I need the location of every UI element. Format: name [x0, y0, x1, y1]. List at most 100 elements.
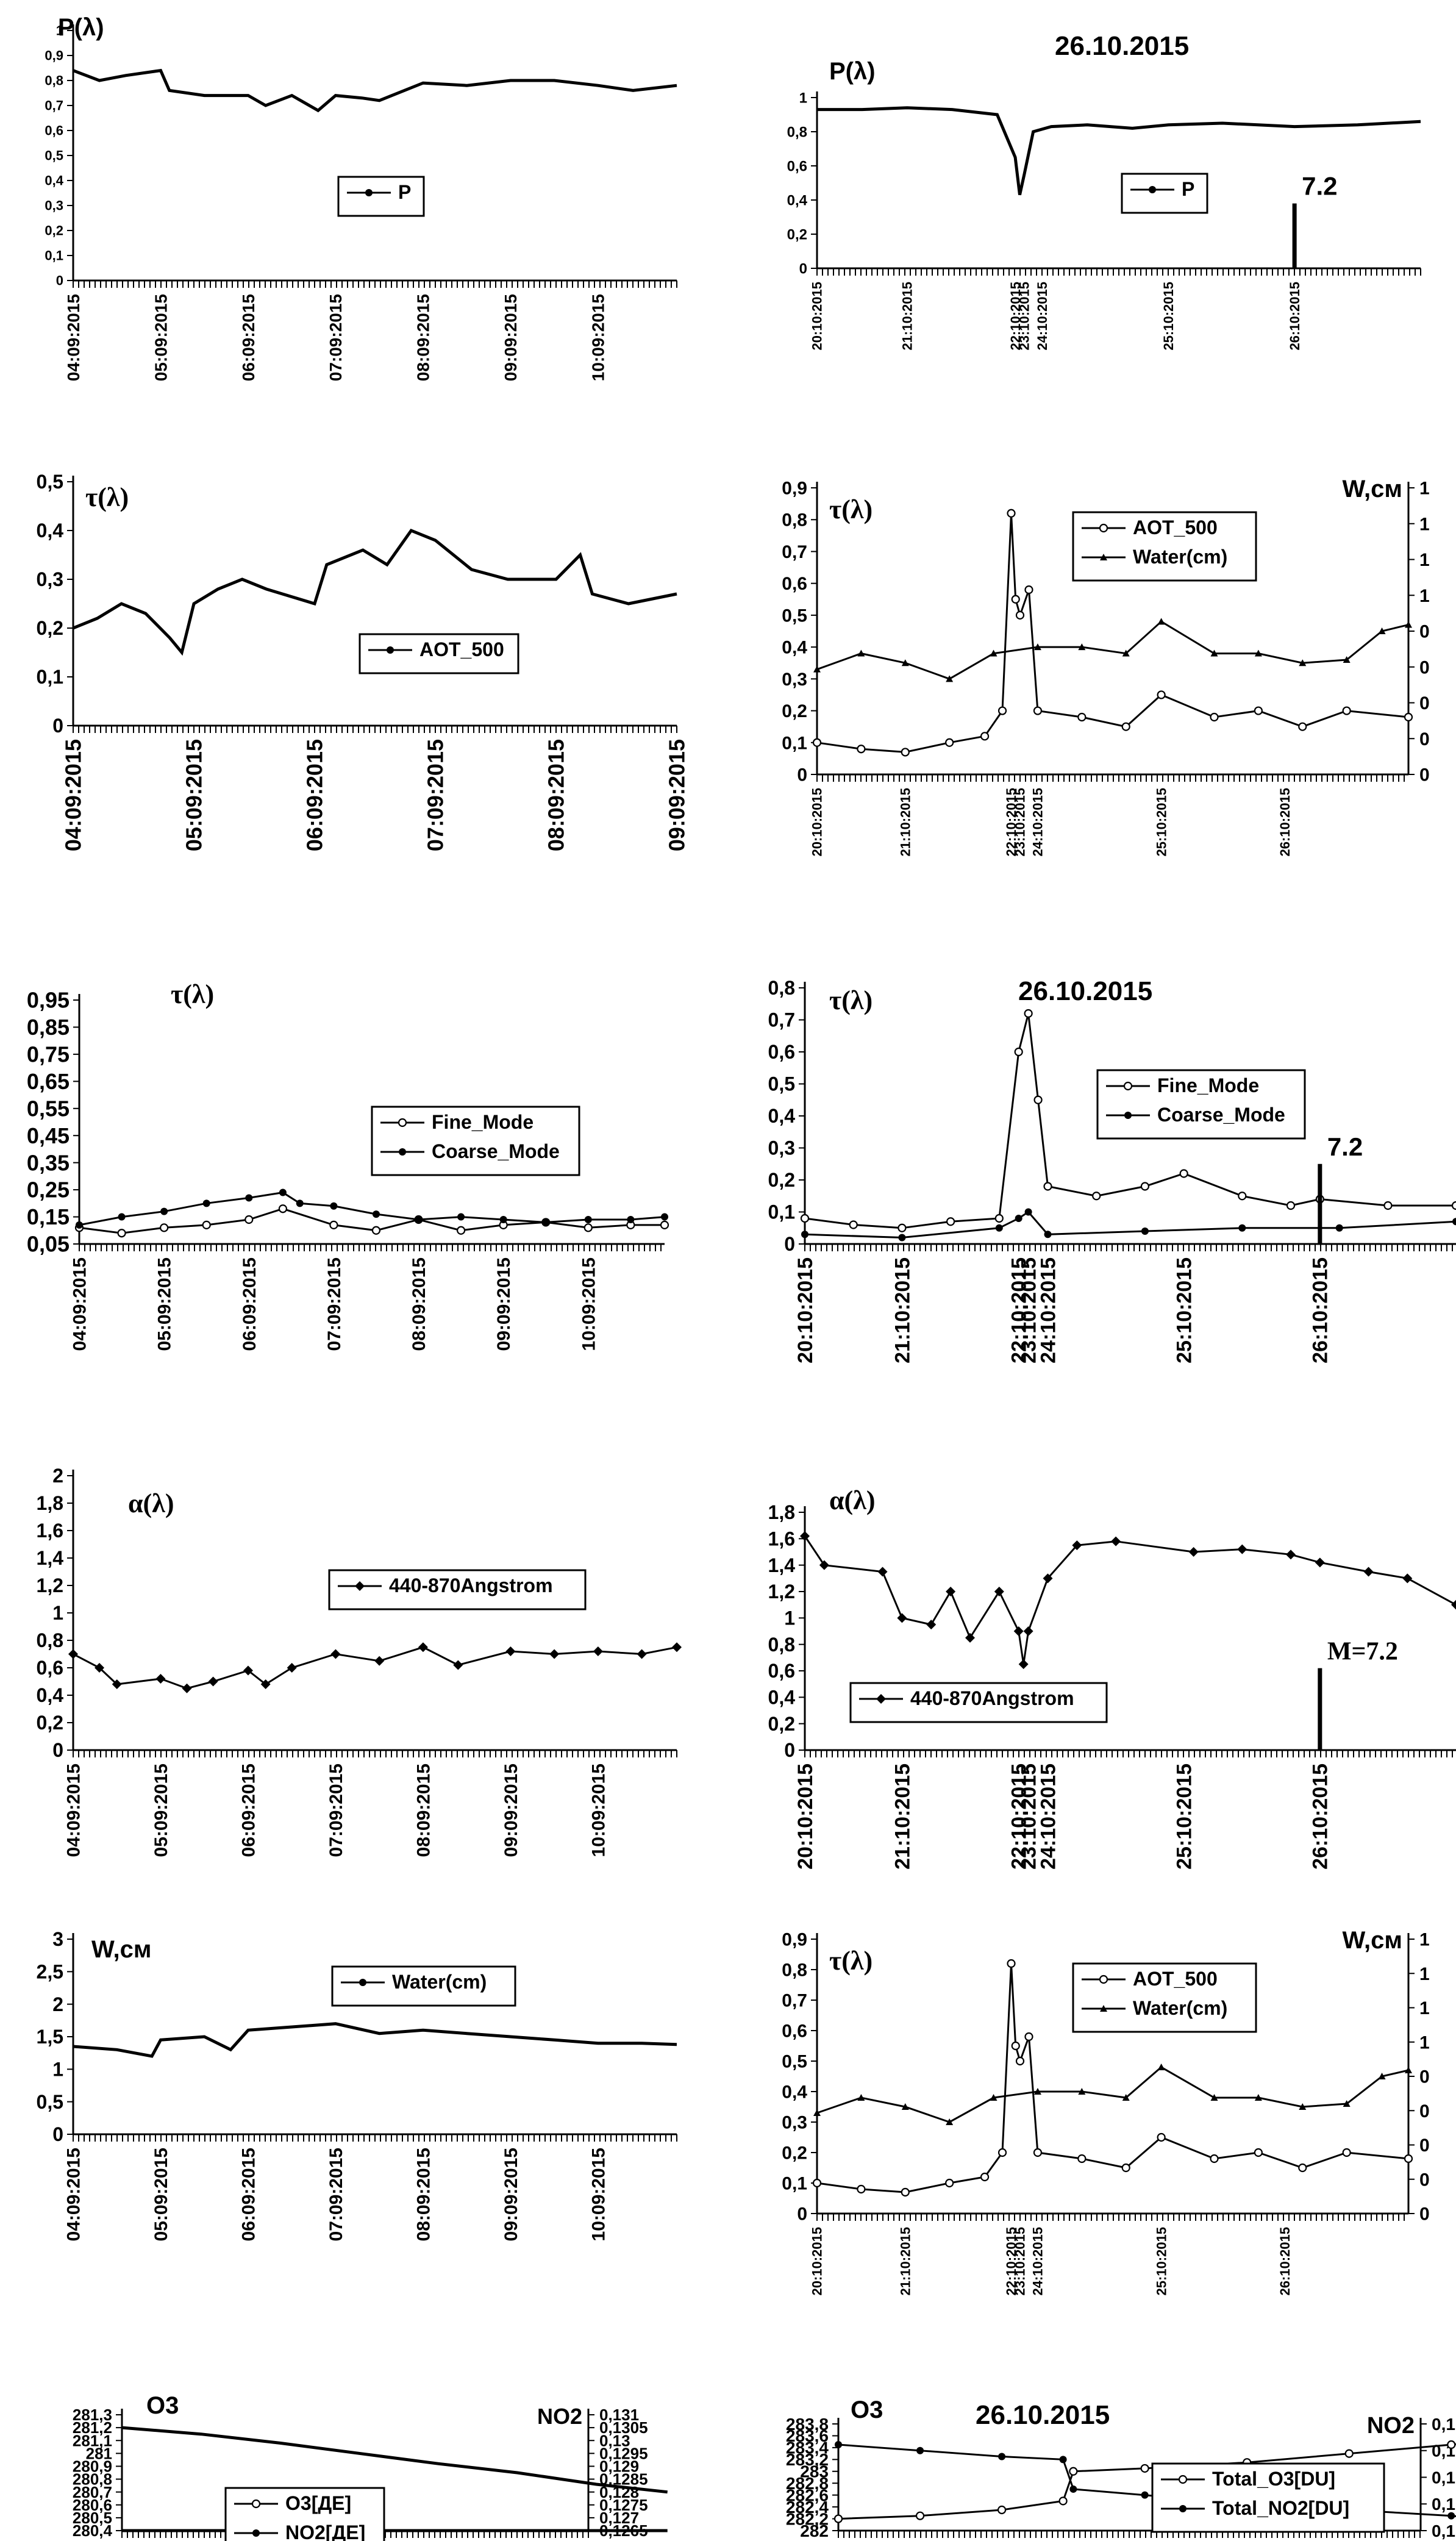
right-y-tick-label: 0,13 — [599, 2431, 630, 2450]
data-point — [1298, 722, 1307, 731]
data-point — [994, 1587, 1004, 1596]
right-y-tick-label: 0,10 — [1432, 2468, 1456, 2487]
data-point — [1210, 2094, 1218, 2101]
data-point — [1024, 585, 1033, 595]
data-point — [1363, 1567, 1374, 1577]
y-tick-label: 0,1 — [768, 1201, 795, 1223]
event-label: M=7.2 — [1327, 1638, 1398, 1666]
x-date-label: 08:09:2015 — [413, 2148, 434, 2241]
data-point — [208, 1676, 218, 1687]
data-point — [1033, 643, 1041, 651]
x-date-label: 05:09:2015 — [151, 2148, 171, 2241]
x-date-label: 25:10:2015 — [1161, 282, 1176, 351]
right-axis-label: NO2 — [1367, 2413, 1415, 2439]
data-point — [457, 1213, 465, 1221]
right-y-tick-label: 0,131 — [599, 2406, 639, 2424]
x-date-label: 04:09:2015 — [61, 739, 86, 851]
y-tick-label: 1,8 — [37, 1492, 63, 1514]
legend-marker — [1179, 2505, 1187, 2512]
legend-marker — [365, 189, 373, 196]
y-tick-label: 0,9 — [782, 479, 807, 499]
x-date-label: 09:09:2015 — [665, 739, 690, 851]
data-point — [593, 1646, 603, 1656]
y-tick-label: 0,8 — [37, 1629, 63, 1651]
data-point — [812, 738, 822, 747]
data-point — [330, 1202, 338, 1210]
x-date-label: 08:09:2015 — [414, 294, 433, 381]
y-tick-label: 0,2 — [45, 223, 63, 238]
y-tick-label: 1,8 — [768, 1501, 795, 1523]
data-point — [279, 1188, 287, 1196]
data-point — [1286, 1549, 1296, 1560]
y-tick-label: 0,1 — [37, 666, 63, 688]
y-tick-label: 0,95 — [27, 988, 70, 1013]
data-point — [990, 2094, 997, 2101]
data-point — [1033, 706, 1043, 715]
y-tick-label: 282,2 — [786, 2509, 829, 2528]
x-date-label: 08:09:2015 — [413, 1764, 434, 1857]
data-point — [260, 1679, 271, 1689]
data-point — [800, 1213, 810, 1223]
right-y-tick-label: 1 — [1419, 550, 1430, 570]
y-axis-label: O3 — [851, 2396, 883, 2423]
data-point — [946, 675, 954, 682]
y-tick-label: 0,5 — [768, 1073, 795, 1095]
right-y-tick-label: 0,1275 — [599, 2496, 648, 2514]
x-date-label: 04:09:2015 — [64, 294, 83, 381]
right-y-tick-label: 0 — [1419, 622, 1430, 642]
x-date-label: 26:10:2015 — [1309, 1257, 1332, 1363]
y-tick-label: 280,8 — [73, 2470, 112, 2489]
data-point — [1254, 649, 1262, 657]
y-tick-label: 283,4 — [786, 2439, 829, 2457]
x-date-label: 26:10:2015 — [1277, 788, 1293, 857]
y-tick-label: 280,5 — [73, 2509, 112, 2527]
data-point — [1033, 2088, 1041, 2095]
y-tick-label: 0,55 — [27, 1096, 70, 1121]
data-point — [1007, 509, 1016, 518]
y-tick-label: 0,3 — [768, 1137, 795, 1159]
data-point — [160, 1223, 169, 1232]
legend-label: NO2[ДЕ] — [285, 2521, 365, 2541]
y-tick-label: 0,35 — [27, 1150, 70, 1175]
right-y-tick-label: 0 — [1419, 693, 1430, 713]
data-point — [1451, 1599, 1456, 1610]
y-tick-label: 0,1 — [782, 2174, 807, 2194]
series-water-cm- — [73, 2022, 677, 2058]
x-minor-ticks — [804, 1244, 1453, 1251]
legend-marker — [1124, 1112, 1132, 1119]
data-point — [1078, 2088, 1086, 2095]
y-tick-label: 0 — [784, 1739, 795, 1761]
data-point — [202, 1199, 210, 1207]
y-tick-label: 0,3 — [782, 2113, 807, 2133]
legend-box — [1072, 511, 1257, 582]
right-y-tick-label: 1 — [1419, 479, 1430, 499]
x-date-label: 07:09:2015 — [326, 294, 345, 381]
data-point — [1072, 1540, 1082, 1551]
x-date-label: 24:10:2015 — [1030, 788, 1046, 857]
legend-box — [359, 633, 519, 674]
data-point — [1157, 2064, 1165, 2070]
y-tick-label: 1 — [52, 2059, 63, 2081]
y-tick-label: 282 — [800, 2521, 829, 2540]
y-tick-label: 0,6 — [787, 158, 807, 174]
y-tick-label: 1 — [56, 23, 63, 38]
data-point — [244, 1215, 254, 1224]
y-tick-label: 0,05 — [27, 1232, 70, 1257]
data-point — [1111, 1536, 1121, 1546]
data-point — [901, 2103, 909, 2110]
y-tick-label: 0,3 — [45, 198, 63, 213]
legend-marker — [1149, 186, 1156, 193]
legend-marker — [1178, 2475, 1188, 2484]
series-total-o3-du- — [833, 2440, 1456, 2523]
legend-label: Water(cm) — [392, 1971, 487, 1993]
right-y-tick-label: 0 — [1419, 729, 1430, 749]
legend-marker — [1099, 1975, 1108, 1984]
data-point — [95, 1663, 105, 1673]
series-line — [73, 68, 677, 113]
data-point — [901, 748, 910, 757]
data-point — [857, 745, 866, 754]
data-point — [637, 1649, 647, 1659]
data-point — [1024, 1208, 1032, 1216]
y-tick-label: 0,7 — [782, 1991, 807, 2011]
